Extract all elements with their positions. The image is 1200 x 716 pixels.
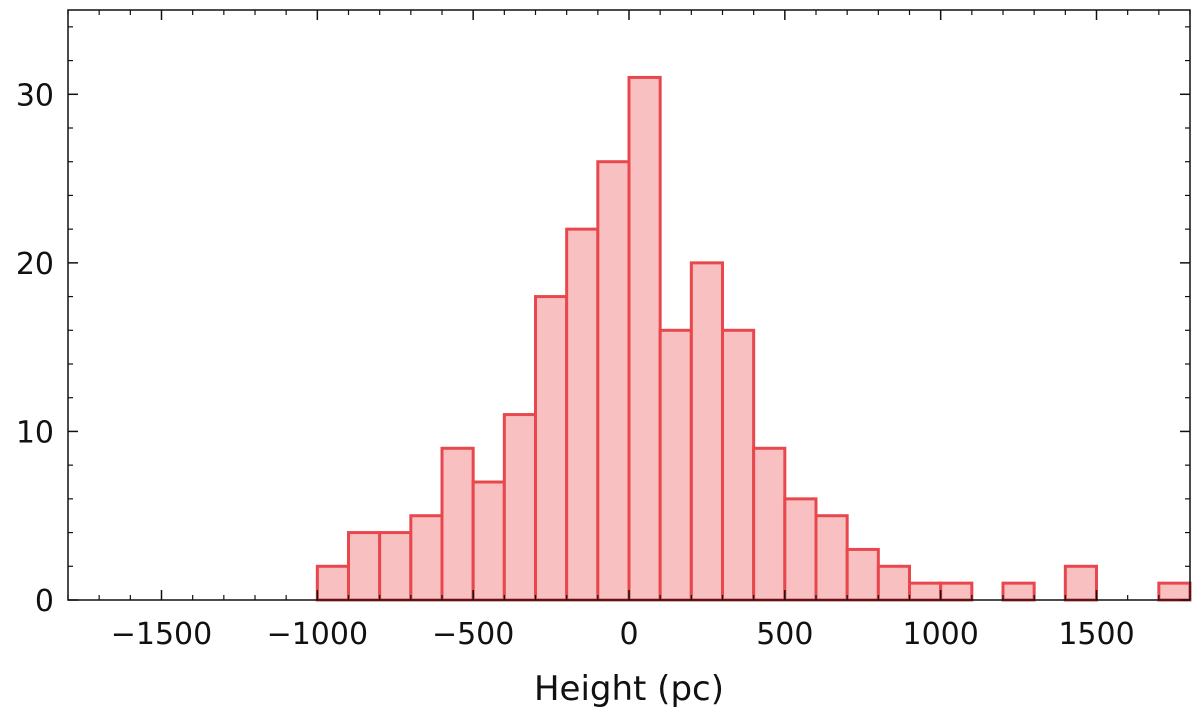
histogram-bar xyxy=(814,514,849,602)
y-tick-label: 10 xyxy=(16,415,54,450)
histogram-bar xyxy=(596,160,631,602)
histogram-bar xyxy=(347,531,382,602)
x-tick-label: 0 xyxy=(619,617,638,652)
x-tick-label: −1500 xyxy=(111,617,212,652)
histogram-bar xyxy=(689,261,724,602)
histogram-bar xyxy=(939,581,974,602)
y-tick-label: 20 xyxy=(16,247,54,282)
histogram-bar xyxy=(1001,581,1036,602)
plot-frame xyxy=(67,9,1191,601)
histogram-bar xyxy=(783,497,818,602)
histogram-bar xyxy=(1157,581,1192,602)
histogram-bar xyxy=(534,295,569,602)
histogram-bar xyxy=(440,446,475,602)
y-tick-label: 30 xyxy=(16,78,54,113)
x-axis-label: Height (pc) xyxy=(534,669,724,709)
axis-tick-labels: −1500 −1000 −500 0 500 1000 1500 0 10 20 30 xyxy=(16,78,1135,652)
x-tick-label: 500 xyxy=(756,617,813,652)
x-tick-label: −1000 xyxy=(267,617,368,652)
x-tick-label: −500 xyxy=(432,617,514,652)
x-tick-label: 1500 xyxy=(1058,617,1134,652)
histogram-bar xyxy=(721,328,756,602)
histogram-bar xyxy=(627,75,662,602)
histogram-bars xyxy=(315,75,1192,602)
x-tick-label: 1000 xyxy=(902,617,978,652)
histogram-bar xyxy=(658,328,693,602)
histogram-bar xyxy=(471,480,506,602)
y-tick-label: 0 xyxy=(35,584,54,619)
histogram-bar xyxy=(565,227,600,602)
histogram-bar xyxy=(752,446,787,602)
histogram-bar xyxy=(908,581,943,602)
histogram-bar xyxy=(409,514,444,602)
histogram-bar xyxy=(845,547,880,602)
histogram-bar xyxy=(502,413,538,602)
histogram-bar xyxy=(315,564,351,602)
histogram-bar xyxy=(876,564,911,602)
histogram-bar xyxy=(1063,564,1099,602)
histogram-bar xyxy=(378,531,413,602)
